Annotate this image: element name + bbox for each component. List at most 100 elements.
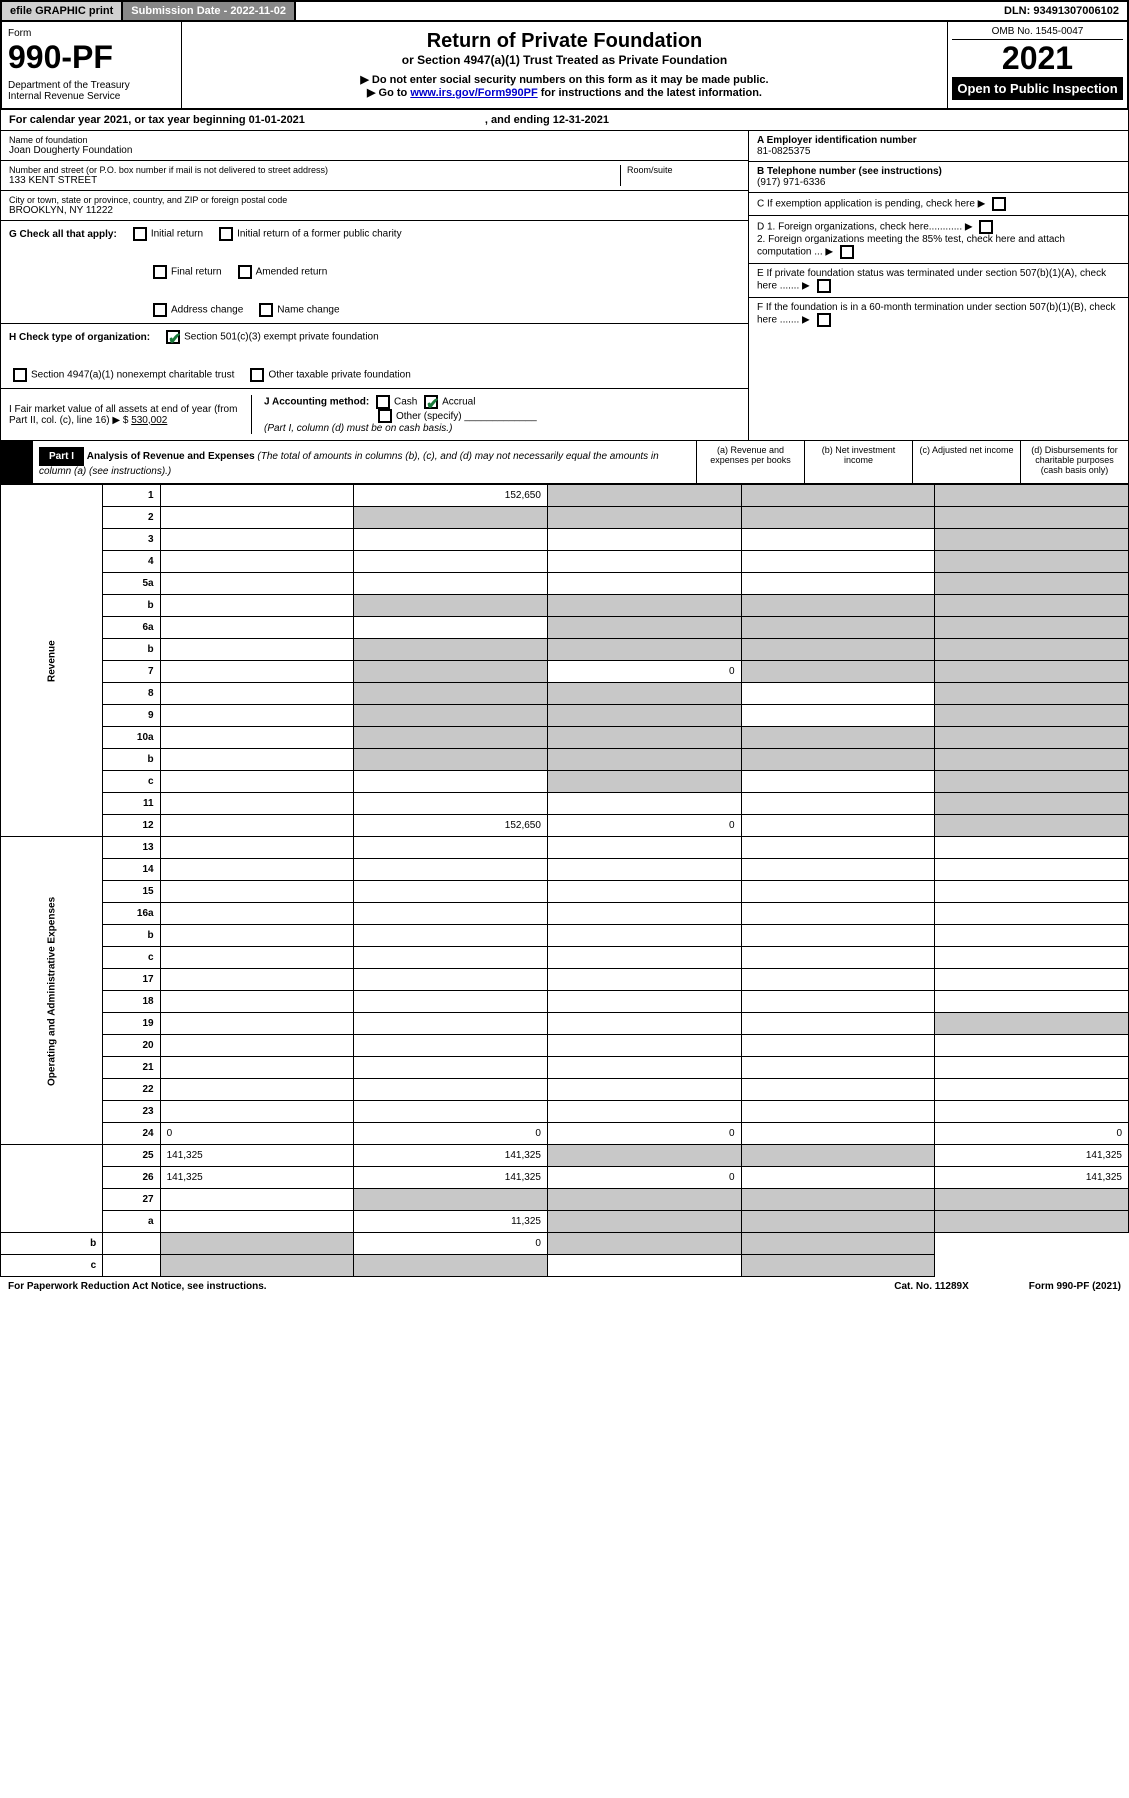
city-label: City or town, state or province, country… bbox=[9, 195, 740, 205]
line-number: 14 bbox=[103, 859, 160, 881]
col-b-val bbox=[547, 1101, 741, 1123]
col-c-val bbox=[741, 1145, 935, 1167]
amended-checkbox[interactable] bbox=[238, 265, 252, 279]
4947a1-checkbox[interactable] bbox=[13, 368, 27, 382]
irs-link[interactable]: www.irs.gov/Form990PF bbox=[410, 87, 537, 99]
address-change-checkbox[interactable] bbox=[153, 303, 167, 317]
line-number: 22 bbox=[103, 1079, 160, 1101]
initial-former-checkbox[interactable] bbox=[219, 227, 233, 241]
col-b-val bbox=[547, 1145, 741, 1167]
line-desc bbox=[160, 881, 354, 903]
h-label: H Check type of organization: bbox=[9, 332, 150, 343]
col-a-head: (a) Revenue and expenses per books bbox=[696, 441, 804, 483]
table-row: 18 bbox=[1, 991, 1129, 1013]
net-section bbox=[1, 1145, 103, 1233]
table-row: a11,325 bbox=[1, 1211, 1129, 1233]
room-label: Room/suite bbox=[627, 165, 740, 175]
efile-label[interactable]: efile GRAPHIC print bbox=[2, 2, 123, 20]
topbar: efile GRAPHIC print Submission Date - 20… bbox=[0, 0, 1129, 22]
line-number: c bbox=[1, 1255, 103, 1277]
table-row: 26141,325141,3250141,325 bbox=[1, 1167, 1129, 1189]
accrual-checkbox[interactable] bbox=[424, 395, 438, 409]
cash-checkbox[interactable] bbox=[376, 395, 390, 409]
city-row: City or town, state or province, country… bbox=[1, 191, 748, 221]
col-c-val bbox=[741, 507, 935, 529]
col-d-val bbox=[935, 1211, 1129, 1233]
omb-number: OMB No. 1545-0047 bbox=[952, 26, 1123, 40]
col-d-val bbox=[935, 1057, 1129, 1079]
table-row: 15 bbox=[1, 881, 1129, 903]
g-label: G Check all that apply: bbox=[9, 229, 117, 240]
col-a-val bbox=[354, 793, 548, 815]
col-c-val bbox=[741, 683, 935, 705]
col-d-val bbox=[935, 969, 1129, 991]
col-d-val bbox=[935, 749, 1129, 771]
line-number: 6a bbox=[103, 617, 160, 639]
line-desc bbox=[160, 595, 354, 617]
col-a-val bbox=[354, 1035, 548, 1057]
col-a-val bbox=[354, 1057, 548, 1079]
line-number: b bbox=[103, 595, 160, 617]
c-checkbox[interactable] bbox=[992, 197, 1006, 211]
final-return-checkbox[interactable] bbox=[153, 265, 167, 279]
col-b-val bbox=[547, 1057, 741, 1079]
line-desc bbox=[160, 1189, 354, 1211]
i-value: 530,002 bbox=[131, 415, 167, 426]
col-d-val bbox=[935, 793, 1129, 815]
line-desc bbox=[160, 573, 354, 595]
table-row: 17 bbox=[1, 969, 1129, 991]
col-c-val bbox=[547, 1233, 741, 1255]
table-row: 27 bbox=[1, 1189, 1129, 1211]
col-d-val bbox=[935, 947, 1129, 969]
dept-label: Department of the TreasuryInternal Reven… bbox=[8, 80, 175, 102]
d2-label: 2. Foreign organizations meeting the 85%… bbox=[757, 234, 1065, 258]
form-subtitle: or Section 4947(a)(1) Trust Treated as P… bbox=[190, 53, 939, 67]
col-c-val bbox=[741, 991, 935, 1013]
d2-checkbox[interactable] bbox=[840, 245, 854, 259]
header-center: Return of Private Foundation or Section … bbox=[182, 22, 947, 108]
table-row: 2 bbox=[1, 507, 1129, 529]
col-a-val: 152,650 bbox=[354, 485, 548, 507]
line-desc bbox=[160, 551, 354, 573]
e-label: E If private foundation status was termi… bbox=[757, 268, 1106, 292]
col-a-val: 141,325 bbox=[354, 1167, 548, 1189]
table-row: c bbox=[1, 771, 1129, 793]
table-row: b bbox=[1, 749, 1129, 771]
addr-label: Number and street (or P.O. box number if… bbox=[9, 165, 620, 175]
h-check-row: H Check type of organization: Section 50… bbox=[1, 324, 748, 389]
line-desc bbox=[160, 771, 354, 793]
initial-return-checkbox[interactable] bbox=[133, 227, 147, 241]
line-number: 3 bbox=[103, 529, 160, 551]
name-change-checkbox[interactable] bbox=[259, 303, 273, 317]
line-desc bbox=[160, 485, 354, 507]
col-c-val bbox=[741, 1013, 935, 1035]
col-b-val bbox=[547, 1189, 741, 1211]
line-desc bbox=[160, 815, 354, 837]
col-c-val bbox=[741, 595, 935, 617]
line-desc bbox=[160, 903, 354, 925]
col-a-val bbox=[354, 837, 548, 859]
col-d-val bbox=[935, 661, 1129, 683]
c-label: C If exemption application is pending, c… bbox=[757, 199, 975, 210]
other-taxable-checkbox[interactable] bbox=[250, 368, 264, 382]
f-row: F If the foundation is in a 60-month ter… bbox=[749, 298, 1128, 331]
col-c-val bbox=[741, 1057, 935, 1079]
revenue-section-label: Revenue bbox=[1, 485, 103, 837]
line-number: 12 bbox=[103, 815, 160, 837]
other-method-checkbox[interactable] bbox=[378, 409, 392, 423]
line-desc bbox=[160, 1101, 354, 1123]
address-row: Number and street (or P.O. box number if… bbox=[1, 161, 748, 191]
e-checkbox[interactable] bbox=[817, 279, 831, 293]
table-row: 9 bbox=[1, 705, 1129, 727]
501c3-checkbox[interactable] bbox=[166, 330, 180, 344]
line-number: 8 bbox=[103, 683, 160, 705]
line-desc bbox=[160, 639, 354, 661]
line-number: 4 bbox=[103, 551, 160, 573]
line-desc bbox=[160, 705, 354, 727]
d1-checkbox[interactable] bbox=[979, 220, 993, 234]
f-checkbox[interactable] bbox=[817, 313, 831, 327]
col-d-val bbox=[935, 551, 1129, 573]
line-desc bbox=[160, 947, 354, 969]
col-d-val bbox=[935, 727, 1129, 749]
col-b-val bbox=[547, 1013, 741, 1035]
